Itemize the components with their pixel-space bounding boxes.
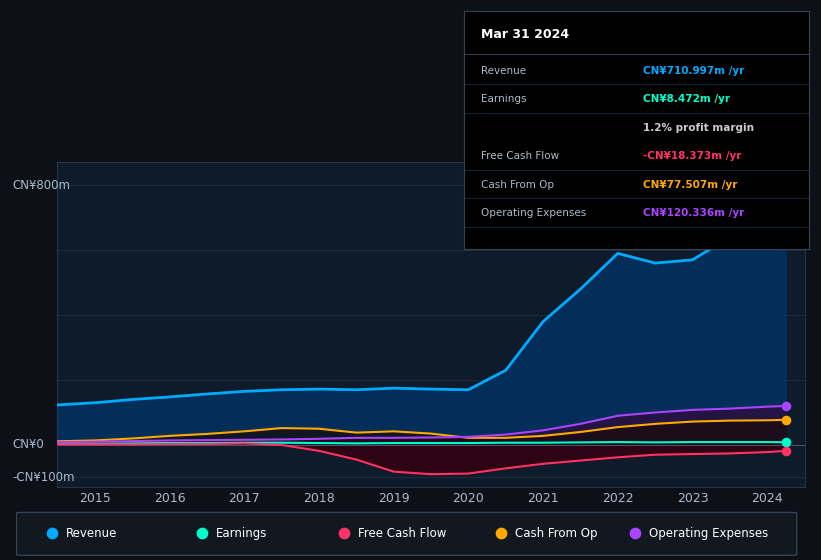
Text: CN¥710.997m /yr: CN¥710.997m /yr <box>643 66 745 76</box>
Text: Earnings: Earnings <box>481 94 526 104</box>
Text: Revenue: Revenue <box>66 527 117 540</box>
Point <box>629 529 642 538</box>
Point <box>195 529 209 538</box>
Text: CN¥120.336m /yr: CN¥120.336m /yr <box>643 208 745 218</box>
Text: Revenue: Revenue <box>481 66 526 76</box>
Point <box>779 402 792 410</box>
Text: Operating Expenses: Operating Expenses <box>481 208 586 218</box>
Text: -CN¥18.373m /yr: -CN¥18.373m /yr <box>643 151 741 161</box>
Point <box>779 438 792 447</box>
Text: Cash From Op: Cash From Op <box>516 527 598 540</box>
Point <box>494 529 507 538</box>
Text: CN¥8.472m /yr: CN¥8.472m /yr <box>643 94 730 104</box>
Text: Mar 31 2024: Mar 31 2024 <box>481 29 569 41</box>
Point <box>779 209 792 218</box>
Point <box>779 416 792 424</box>
Text: 1.2% profit margin: 1.2% profit margin <box>643 123 754 133</box>
FancyBboxPatch shape <box>16 512 796 556</box>
Text: CN¥800m: CN¥800m <box>12 179 71 192</box>
Text: -CN¥100m: -CN¥100m <box>12 471 76 484</box>
Text: Operating Expenses: Operating Expenses <box>649 527 768 540</box>
Point <box>337 529 350 538</box>
Text: Cash From Op: Cash From Op <box>481 180 554 190</box>
Text: Earnings: Earnings <box>216 527 267 540</box>
Point <box>779 446 792 455</box>
Text: CN¥0: CN¥0 <box>12 438 44 451</box>
Point <box>45 529 58 538</box>
Text: Free Cash Flow: Free Cash Flow <box>481 151 559 161</box>
Text: CN¥77.507m /yr: CN¥77.507m /yr <box>643 180 737 190</box>
Text: Free Cash Flow: Free Cash Flow <box>358 527 446 540</box>
